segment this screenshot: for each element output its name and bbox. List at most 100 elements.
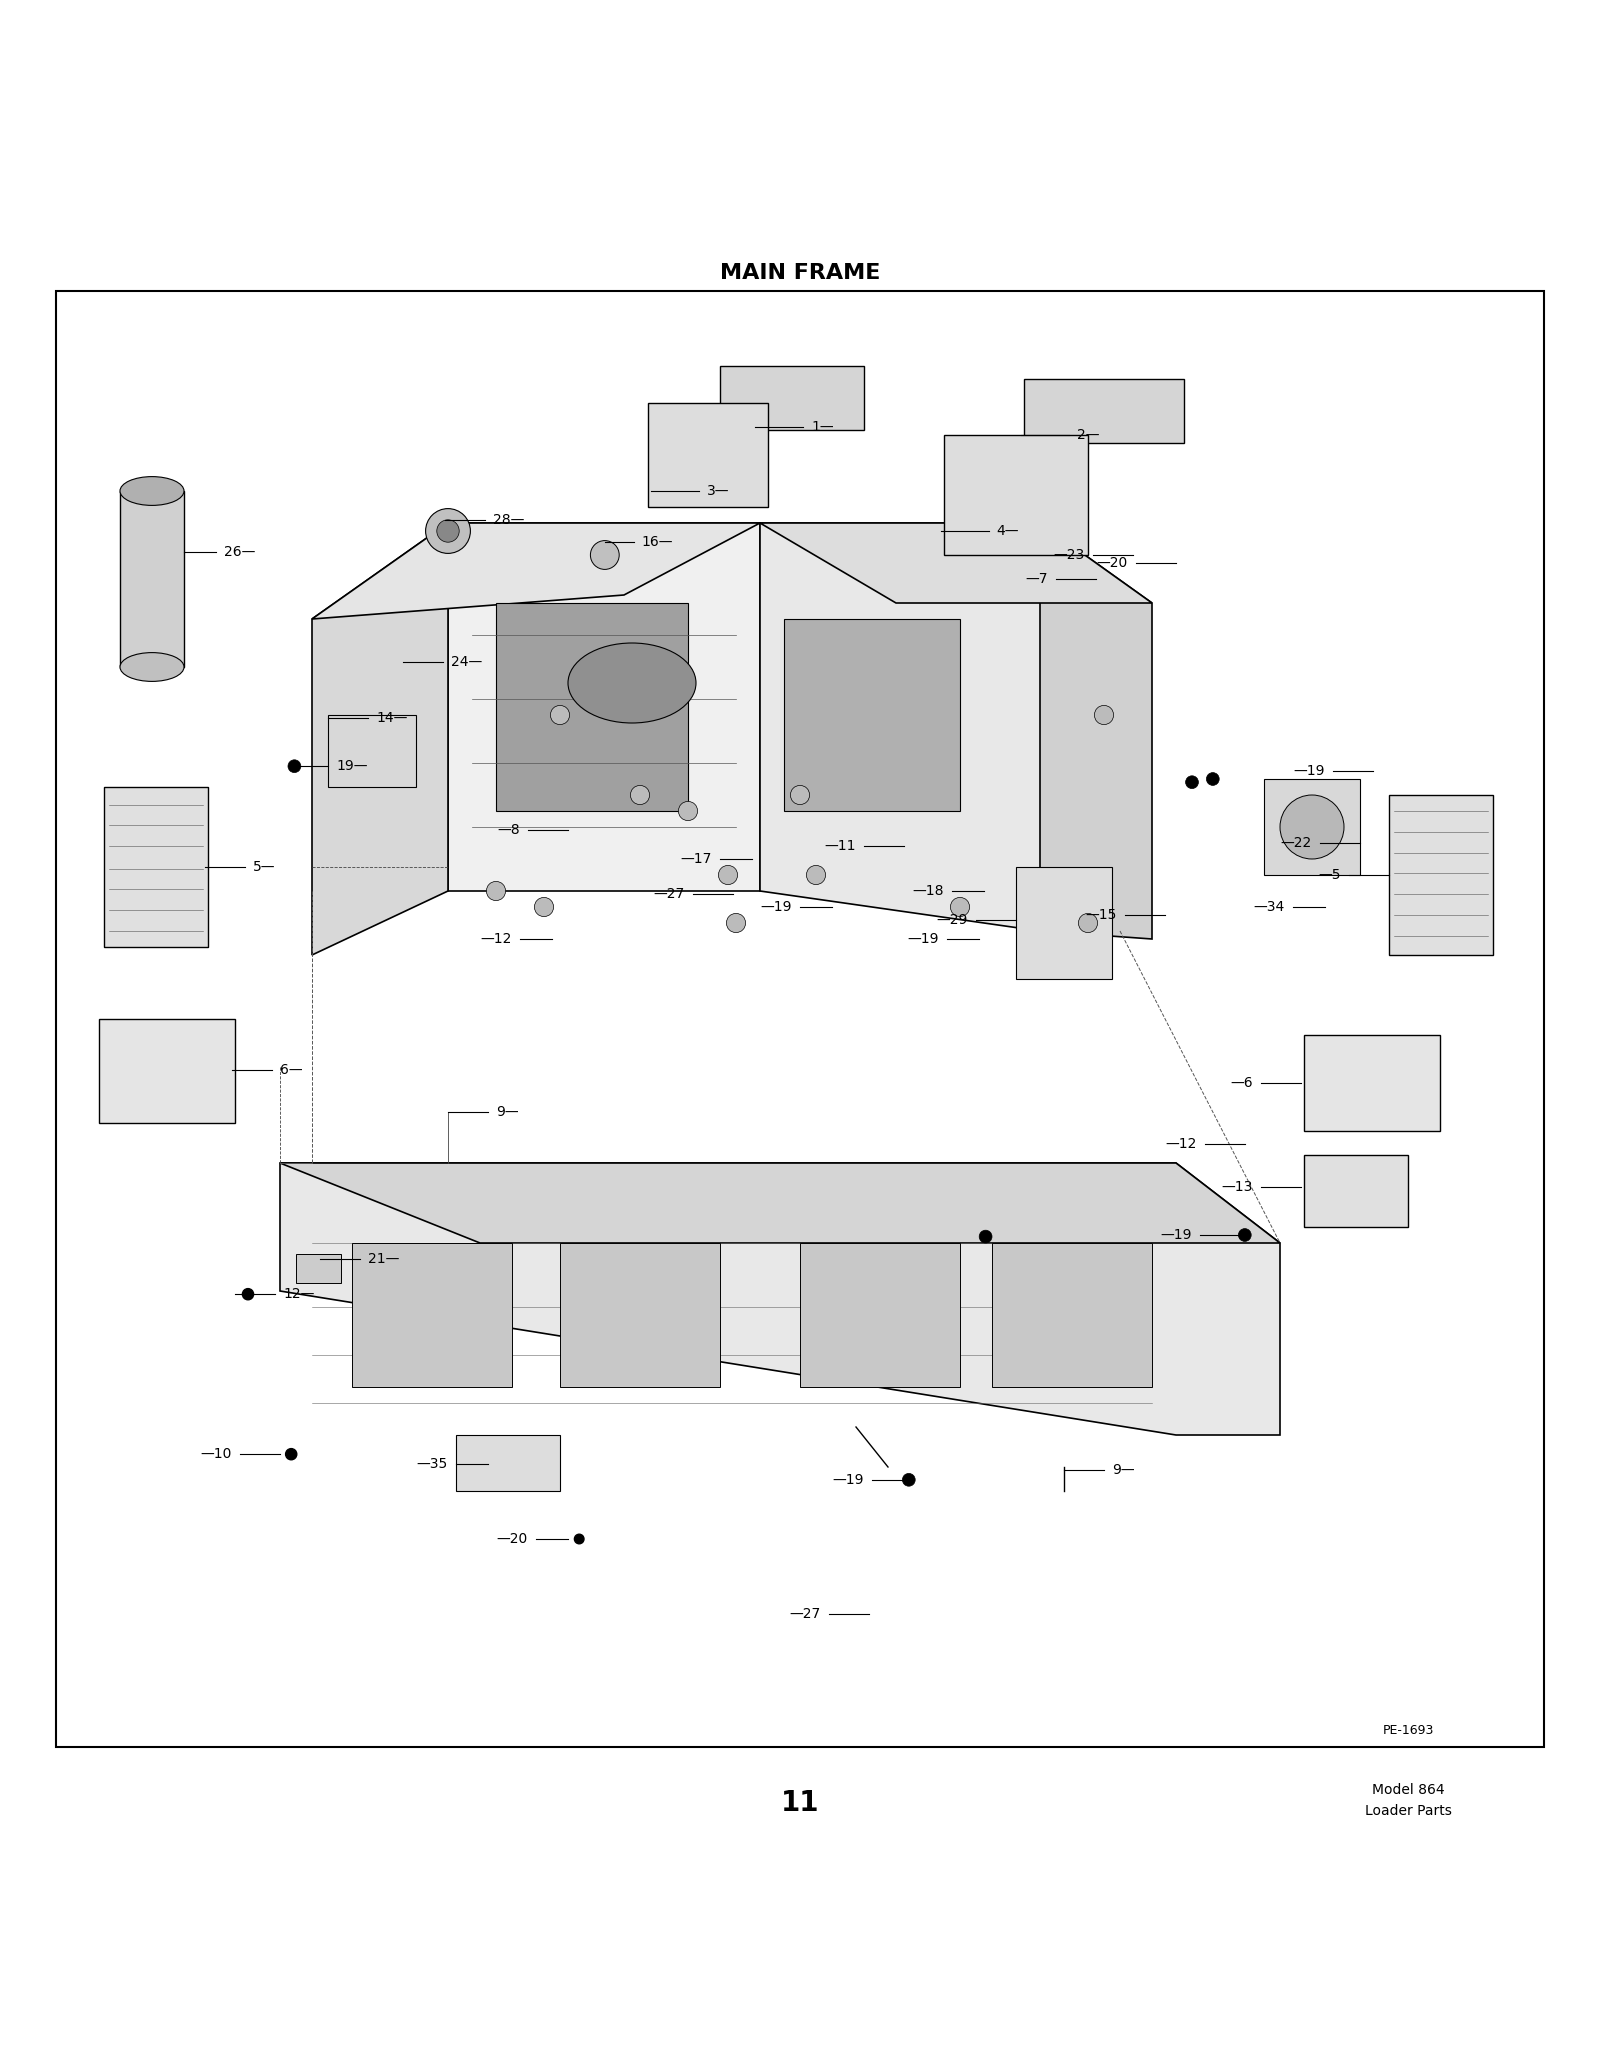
Ellipse shape [1206, 772, 1219, 785]
Text: —7: —7 [1026, 571, 1048, 586]
Text: 1—: 1— [811, 420, 834, 435]
Text: 9—: 9— [1112, 1463, 1134, 1478]
Ellipse shape [950, 898, 970, 917]
Polygon shape [1040, 524, 1152, 940]
Text: —10: —10 [200, 1447, 232, 1461]
Ellipse shape [1280, 795, 1344, 859]
Text: —19: —19 [1160, 1228, 1192, 1242]
Ellipse shape [437, 520, 459, 542]
Text: —5: —5 [1318, 867, 1341, 882]
Text: 2—: 2— [1077, 428, 1099, 443]
Ellipse shape [590, 540, 619, 569]
Bar [99, 1018, 235, 1124]
Text: 11: 11 [781, 1788, 819, 1817]
Ellipse shape [534, 898, 554, 917]
Text: 19—: 19— [336, 760, 368, 774]
Text: —35: —35 [416, 1457, 448, 1472]
Text: 6—: 6— [280, 1064, 302, 1076]
Text: 12—: 12— [283, 1288, 315, 1302]
Ellipse shape [550, 706, 570, 724]
Bar [1264, 778, 1360, 876]
Bar [648, 404, 768, 507]
Text: —6: —6 [1230, 1076, 1253, 1091]
Ellipse shape [726, 913, 746, 934]
Bar [456, 1435, 560, 1490]
Ellipse shape [902, 1474, 915, 1486]
Ellipse shape [243, 1290, 254, 1300]
Bar [560, 1242, 720, 1387]
Text: —8: —8 [498, 824, 520, 836]
Text: —19: —19 [907, 932, 939, 946]
Text: —19: —19 [1293, 764, 1325, 778]
Text: —18: —18 [912, 884, 944, 898]
Text: —29: —29 [936, 913, 968, 927]
Bar [352, 1242, 512, 1387]
Text: 14—: 14— [376, 712, 408, 724]
Bar [1024, 379, 1184, 443]
Polygon shape [784, 619, 960, 811]
Text: —27: —27 [653, 888, 685, 900]
Text: Model 864: Model 864 [1371, 1782, 1445, 1797]
Polygon shape [760, 524, 1152, 602]
Ellipse shape [630, 785, 650, 805]
Polygon shape [280, 1163, 1280, 1242]
Bar [1016, 867, 1112, 979]
Text: —12: —12 [1165, 1136, 1197, 1151]
Bar [328, 714, 416, 787]
Text: 3—: 3— [707, 484, 730, 499]
Ellipse shape [790, 785, 810, 805]
Text: Loader Parts: Loader Parts [1365, 1803, 1451, 1817]
Text: PE-1693: PE-1693 [1382, 1724, 1434, 1737]
Bar [296, 1254, 341, 1283]
Text: —13: —13 [1221, 1180, 1253, 1194]
Ellipse shape [285, 1449, 298, 1459]
Polygon shape [312, 524, 760, 619]
Text: MAIN FRAME: MAIN FRAME [720, 263, 880, 284]
Text: —17: —17 [680, 853, 712, 865]
Ellipse shape [1238, 1230, 1251, 1242]
Text: —23: —23 [1053, 549, 1085, 561]
Polygon shape [280, 1163, 1280, 1435]
Ellipse shape [718, 865, 738, 884]
Bar [944, 435, 1088, 555]
Text: —27: —27 [789, 1606, 821, 1621]
Bar [1304, 1035, 1440, 1130]
Polygon shape [312, 524, 448, 954]
Polygon shape [496, 602, 688, 811]
Bar [720, 366, 864, 431]
Text: —19: —19 [832, 1472, 864, 1486]
Text: 24—: 24— [451, 656, 483, 669]
Ellipse shape [568, 644, 696, 722]
Ellipse shape [1094, 706, 1114, 724]
Ellipse shape [806, 865, 826, 884]
Bar [1389, 795, 1493, 954]
Bar [1304, 1155, 1408, 1228]
Text: —12: —12 [480, 932, 512, 946]
Bar [800, 1242, 960, 1387]
Text: 28—: 28— [493, 513, 525, 526]
Bar [104, 787, 208, 946]
Text: —15: —15 [1085, 909, 1117, 921]
Text: 21—: 21— [368, 1252, 400, 1267]
Ellipse shape [678, 801, 698, 820]
Bar [104, 787, 208, 946]
Ellipse shape [426, 509, 470, 553]
Polygon shape [120, 491, 184, 667]
Ellipse shape [120, 476, 184, 505]
Ellipse shape [288, 760, 301, 772]
Text: 26—: 26— [224, 544, 256, 559]
Text: —11: —11 [824, 838, 856, 853]
Text: —34: —34 [1253, 900, 1285, 915]
Ellipse shape [486, 882, 506, 900]
Text: —20: —20 [496, 1532, 528, 1546]
Text: —20: —20 [1096, 557, 1128, 569]
Polygon shape [760, 524, 1120, 932]
Text: 4—: 4— [997, 524, 1019, 538]
Text: 9—: 9— [496, 1105, 518, 1118]
Ellipse shape [979, 1230, 992, 1242]
Polygon shape [448, 524, 760, 890]
Ellipse shape [120, 652, 184, 681]
Ellipse shape [1078, 913, 1098, 934]
Bar [992, 1242, 1152, 1387]
Text: 16—: 16— [642, 536, 674, 549]
